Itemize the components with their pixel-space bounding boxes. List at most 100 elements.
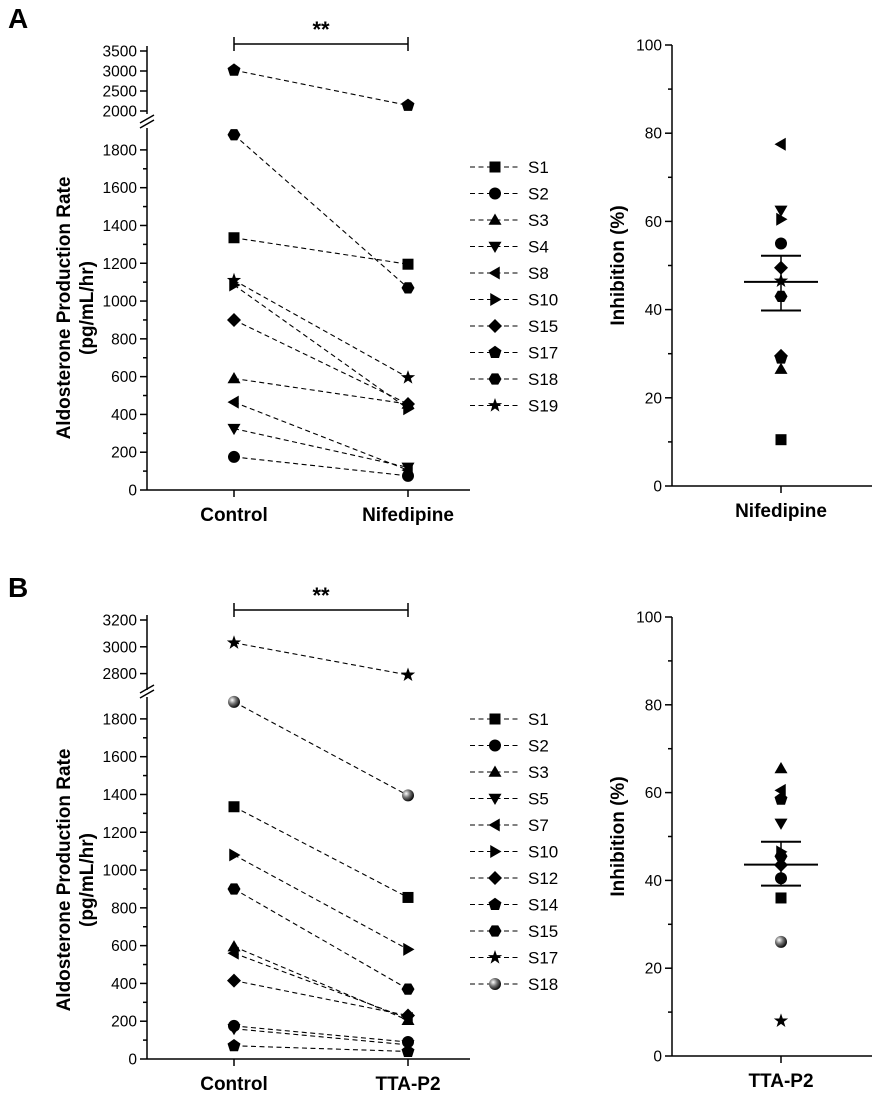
y-tick-label: 20 — [645, 390, 663, 407]
point-S10-control — [229, 848, 241, 862]
series-line-S2 — [233, 456, 409, 477]
inhibition-point-S5 — [774, 818, 788, 830]
inhibition-point-S1 — [775, 892, 787, 904]
legend-label: S15 — [528, 317, 558, 336]
point-S19-treatment — [400, 370, 416, 384]
y-tick-label: 1600 — [103, 749, 138, 766]
y-tick-label: 400 — [111, 407, 137, 424]
legend-marker-S4 — [488, 241, 502, 253]
x-category-label: Nifedipine — [362, 505, 454, 526]
y-tick-label: 0 — [128, 1052, 137, 1069]
y-axis-title-line1: Aldosterone Production Rate — [54, 177, 75, 440]
x-category-label: Control — [200, 505, 268, 526]
inhibition-point-S4 — [774, 205, 788, 217]
point-S1-treatment — [402, 258, 414, 270]
legend-label: S3 — [528, 763, 549, 782]
x-category-label: Control — [200, 1074, 268, 1095]
y-tick-label: 1200 — [103, 256, 138, 273]
series-line-S18 — [233, 134, 409, 289]
legend-marker-S1 — [489, 713, 501, 725]
y-tick-label: 100 — [636, 610, 662, 627]
y-tick-label: 800 — [111, 900, 137, 917]
y-axis-title-line1: Aldosterone Production Rate — [54, 749, 75, 1012]
y-tick-label: 20 — [645, 961, 663, 978]
significance-stars: ** — [312, 17, 330, 42]
inhibition-point-S7 — [774, 783, 786, 797]
y-axis-title: Aldosterone Production Rate (pg/mL/hr) — [54, 749, 98, 1012]
y-tick-label-upper: 2500 — [103, 84, 138, 101]
legend-label: S3 — [528, 211, 549, 230]
legend-marker-S5 — [488, 793, 502, 805]
point-S12-control — [227, 973, 241, 988]
legend-marker-S2 — [489, 739, 501, 752]
inhibition-point-S10 — [776, 212, 788, 226]
y-tick-label: 0 — [653, 479, 662, 496]
y-tick-label: 1600 — [103, 180, 138, 197]
significance-bracket — [233, 603, 409, 617]
legend-marker-S17 — [487, 950, 503, 964]
y-tick-label: 0 — [653, 1049, 662, 1066]
legend-marker-S15 — [488, 925, 502, 937]
legend-marker-S1 — [489, 161, 501, 173]
y-tick-label-upper: 2800 — [103, 666, 138, 683]
legend-label: S19 — [528, 397, 558, 416]
legend-marker-S19 — [487, 398, 503, 412]
legend-marker-S10 — [490, 845, 502, 858]
legend-marker-S3 — [488, 213, 502, 225]
point-S5-control — [227, 1024, 241, 1036]
legend-marker-S14 — [488, 897, 502, 910]
series-line-S14 — [233, 1045, 409, 1052]
series-line-S17 — [233, 642, 409, 676]
panel-label-B: B — [8, 572, 28, 603]
legend-marker-S10 — [490, 293, 502, 306]
point-S18-control — [227, 129, 241, 141]
series-line-S7 — [233, 952, 409, 1019]
legend-marker-S18 — [489, 978, 501, 990]
point-S17-treatment — [400, 667, 416, 682]
series-line-S19 — [233, 279, 409, 379]
panel-label-A: A — [8, 3, 28, 34]
point-S18-treatment — [402, 789, 414, 802]
series-line-S2 — [233, 1025, 409, 1043]
y-tick-label: 1800 — [103, 142, 138, 159]
y-tick-label: 1400 — [103, 787, 138, 804]
y-axis-title-line2: (pg/mL/hr) — [77, 261, 98, 355]
series-line-S15 — [233, 888, 409, 990]
point-S15-treatment — [401, 983, 415, 995]
legend-label: S5 — [528, 790, 549, 809]
series-line-S4 — [233, 428, 409, 468]
series-line-S12 — [233, 980, 409, 1017]
x-category-label: TTA-P2 — [748, 1071, 813, 1092]
inhibition-point-S19 — [773, 273, 789, 287]
point-S15-control — [227, 312, 241, 327]
legend-label: S12 — [528, 869, 558, 888]
series-line-S17 — [233, 69, 409, 106]
x-category-label: TTA-P2 — [375, 1074, 440, 1095]
y-tick-label-upper: 2000 — [103, 104, 138, 121]
legend-marker-S15 — [488, 319, 502, 333]
y-tick-label-upper: 3000 — [103, 639, 138, 656]
y-tick-label: 0 — [128, 483, 137, 500]
legend-label: S4 — [528, 238, 549, 257]
y-tick-label: 200 — [111, 1014, 137, 1031]
y-axis-title: Inhibition (%) — [608, 205, 629, 325]
point-S14-treatment — [401, 1044, 415, 1057]
y-axis-title-text: Inhibition (%) — [608, 776, 629, 896]
point-S1-control — [228, 232, 240, 244]
inhibition-point-S17 — [773, 1013, 789, 1027]
inhibition-point-S8 — [774, 137, 786, 151]
legend-marker-S3 — [488, 765, 502, 777]
series-line-S10 — [233, 854, 409, 950]
inhibition-point-S2 — [775, 872, 787, 885]
legend-label: S17 — [528, 949, 558, 968]
y-tick-label: 400 — [111, 976, 137, 993]
y-tick-label: 1400 — [103, 218, 138, 235]
axis-break — [139, 114, 155, 129]
y-axis-title: Aldosterone Production Rate (pg/mL/hr) — [54, 177, 98, 440]
y-tick-label-upper: 3200 — [103, 613, 138, 630]
legend-label: S15 — [528, 922, 558, 941]
y-tick-label: 600 — [111, 938, 137, 955]
y-tick-label-upper: 3000 — [103, 64, 138, 81]
y-axis-title-text: Inhibition (%) — [608, 205, 629, 325]
